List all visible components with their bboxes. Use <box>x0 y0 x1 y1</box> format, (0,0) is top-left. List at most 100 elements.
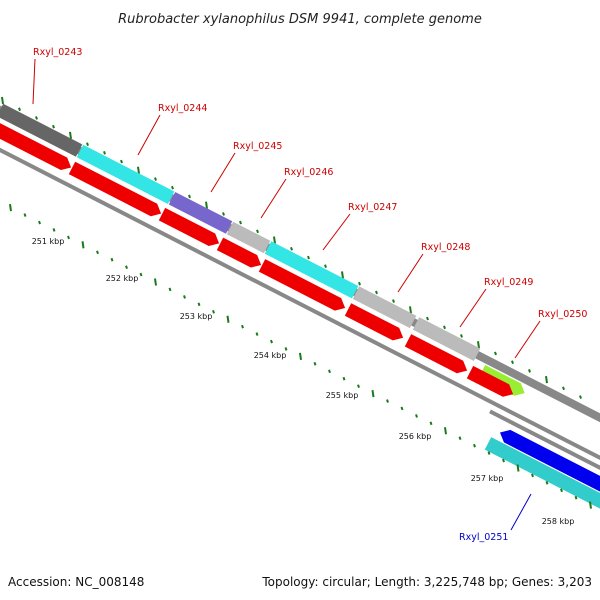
backbone-line <box>489 409 600 471</box>
reverse-cds-arrow <box>500 429 600 499</box>
gene-label-Rxyl_0245: Rxyl_0245 <box>233 141 282 152</box>
tick-mark <box>290 246 293 251</box>
tick-mark <box>502 458 505 463</box>
tick-mark <box>545 481 549 485</box>
inner-tick-marks <box>9 203 592 509</box>
cds-arrow <box>216 237 262 268</box>
tick-mark <box>35 116 38 120</box>
map-title: Rubrobacter xylanophilus DSM 9941, compl… <box>118 12 482 27</box>
tick-mark <box>81 241 85 249</box>
gene-label-Rxyl_0243: Rxyl_0243 <box>33 47 82 58</box>
tick-mark <box>494 351 497 356</box>
tick-mark <box>429 421 433 426</box>
gene-feature-Rxyl_0244 <box>76 144 175 205</box>
kbp-label: 251 kbp <box>32 237 65 246</box>
gene-feature-Rxyl_0251 <box>484 437 600 514</box>
cds-arrow <box>466 365 514 397</box>
tick-mark <box>444 427 447 435</box>
tick-mark <box>241 324 244 329</box>
tick-mark <box>328 369 331 374</box>
gene-leader-line <box>459 288 487 328</box>
tick-mark <box>415 414 418 418</box>
kbp-label: 258 kbp <box>542 517 575 526</box>
gene-label-Rxyl_0244: Rxyl_0244 <box>158 103 207 114</box>
tick-mark <box>171 185 174 190</box>
tick-mark <box>400 406 404 411</box>
tick-mark <box>426 316 429 321</box>
tick-mark <box>545 375 548 384</box>
gene-leader-line <box>397 253 424 293</box>
tick-mark <box>38 220 41 225</box>
tick-mark <box>96 250 99 255</box>
tick-mark <box>284 347 288 351</box>
tick-mark <box>458 436 462 441</box>
gene-feature-Rxyl_0250 <box>478 365 525 396</box>
gene-label-Rxyl_0249: Rxyl_0249 <box>484 277 533 288</box>
gene-leader-line <box>514 320 541 359</box>
tick-mark <box>589 501 592 509</box>
accession-text: Accession: NC_008148 <box>8 575 144 589</box>
tick-mark <box>511 360 514 364</box>
gene-leader-line <box>32 58 36 105</box>
gene-label-Rxyl_0251: Rxyl_0251 <box>459 532 508 543</box>
tick-mark <box>341 271 344 279</box>
tick-mark <box>205 201 208 209</box>
tick-mark <box>222 212 225 216</box>
tick-mark <box>183 295 186 299</box>
gene-feature-Rxyl_0245 <box>168 192 233 234</box>
tick-mark <box>299 352 302 361</box>
tick-mark <box>375 290 378 295</box>
tick-mark <box>371 389 375 398</box>
tick-mark <box>307 255 310 260</box>
tick-mark <box>154 278 157 286</box>
tick-mark <box>531 473 534 478</box>
tick-mark <box>137 166 140 174</box>
cds-arrow <box>344 303 404 341</box>
tick-mark <box>9 203 12 212</box>
tick-mark <box>273 236 276 244</box>
tick-mark <box>409 306 412 314</box>
tick-mark <box>18 107 21 112</box>
gene-feature-Rxyl_0249 <box>412 317 481 361</box>
topology-text: Topology: circular; Length: 3,225,748 bp… <box>261 575 592 589</box>
gene-leader-line <box>260 178 287 219</box>
gene-feature-Rxyl_0243 <box>0 103 83 157</box>
tick-mark <box>477 341 480 349</box>
tick-mark <box>386 399 389 403</box>
tick-mark <box>110 257 114 262</box>
gene-leader-line <box>137 114 161 156</box>
tick-mark <box>86 142 89 146</box>
tick-mark <box>226 315 230 323</box>
tick-mark <box>212 309 215 314</box>
cds-arrow <box>68 161 162 217</box>
tick-mark <box>579 395 582 399</box>
tick-mark <box>560 488 563 493</box>
kbp-label: 257 kbp <box>471 474 504 483</box>
outer-tick-marks <box>1 96 582 399</box>
tick-mark <box>239 220 242 225</box>
gene-label-Rxyl_0246: Rxyl_0246 <box>284 167 333 178</box>
tick-mark <box>324 264 327 269</box>
kbp-labels: 251 kbp 252 kbp 253 kbp 254 kbp 255 kbp 256 k… <box>32 237 575 526</box>
gene-feature-Rxyl_0248 <box>352 286 417 329</box>
backbone-line <box>0 147 600 461</box>
tick-mark <box>1 96 4 105</box>
gene-labels: Rxyl_0243 Rxyl_0244 Rxyl_0245 Rxyl_0246 Rxyl… <box>32 47 587 543</box>
tick-mark <box>69 131 72 140</box>
tick-mark <box>52 228 56 232</box>
tick-mark <box>67 235 70 240</box>
cds-arrow <box>158 207 220 246</box>
gene-leader-line <box>510 493 532 531</box>
gene-label-Rxyl_0247: Rxyl_0247 <box>348 202 397 213</box>
gene-label-Rxyl_0250: Rxyl_0250 <box>538 309 587 320</box>
tick-mark <box>255 332 259 336</box>
tick-mark <box>125 265 128 269</box>
tick-mark <box>460 334 463 338</box>
tick-mark <box>358 281 361 286</box>
tick-mark <box>392 299 395 303</box>
tick-mark <box>528 369 531 373</box>
gene-label-Rxyl_0248: Rxyl_0248 <box>421 242 470 253</box>
gene-feature-Rxyl_0246 <box>226 221 271 254</box>
tick-mark <box>270 339 273 344</box>
